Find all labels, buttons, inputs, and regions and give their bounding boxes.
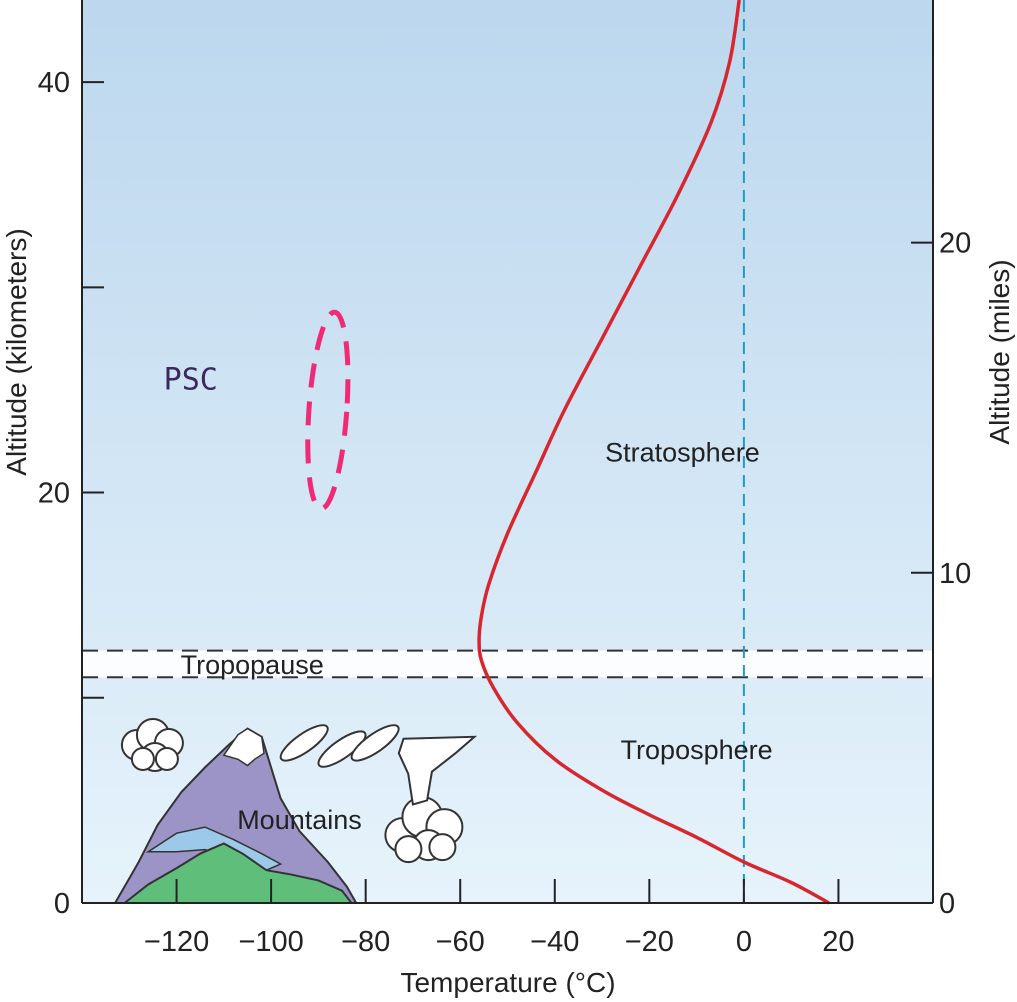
stratosphere-label: Stratosphere xyxy=(605,438,760,468)
tropopause-label: Tropopause xyxy=(181,650,324,680)
y-right-tick-label-2: 20 xyxy=(939,228,971,260)
y-left-tick-label-0: 0 xyxy=(54,888,70,920)
right-y-axis-ticks: 0 10 20 xyxy=(911,228,971,920)
y-right-tick-label-1: 10 xyxy=(939,558,971,590)
cloud-streak-1 xyxy=(317,730,367,768)
x-tick-label-7: 20 xyxy=(822,926,854,958)
x-tick-label-1: −100 xyxy=(238,926,303,958)
mountains-label: Mountains xyxy=(237,805,362,835)
cloud-streak-2 xyxy=(350,724,400,762)
cloud-left-puff-5 xyxy=(154,746,179,771)
mountain-green xyxy=(121,842,354,904)
cloud-left-puff-4 xyxy=(130,746,155,771)
tropopause-band-fill xyxy=(82,650,933,678)
psc-region-ellipse xyxy=(305,309,351,512)
right-y-axis-title: Altitude (miles) xyxy=(984,259,1015,444)
x-tick-label-0: −120 xyxy=(144,926,209,958)
x-axis-ticks: −120 −100 −80 −60 −40 −20 0 20 xyxy=(144,879,855,958)
temperature-profile-line xyxy=(477,0,830,905)
troposphere-label: Troposphere xyxy=(621,735,773,765)
y-left-tick-label-2: 20 xyxy=(38,478,70,510)
psc-label: PSC xyxy=(164,363,218,398)
x-tick-label-5: −20 xyxy=(625,926,674,958)
cloud-anvil xyxy=(397,735,478,806)
clouds-illustration xyxy=(120,717,478,864)
left-y-axis-title: Altitude (kilometers) xyxy=(1,228,32,475)
y-left-tick-label-4: 40 xyxy=(38,67,70,99)
cloud-cumulus-puff-4 xyxy=(394,835,423,864)
left-y-axis-ticks: 0 20 40 xyxy=(38,67,104,920)
mountain-snowcap xyxy=(222,727,265,767)
tropopause-band xyxy=(82,649,933,679)
cloud-cumulus xyxy=(384,796,464,864)
cloud-streak-0 xyxy=(279,724,329,762)
y-right-tick-label-0: 0 xyxy=(939,888,955,920)
cloud-left xyxy=(120,717,184,772)
cloud-cumulus-puff-5 xyxy=(428,833,457,862)
x-tick-label-3: −60 xyxy=(436,926,485,958)
axes xyxy=(81,0,934,904)
x-tick-label-2: −80 xyxy=(341,926,390,958)
annotations: Tropopause Stratosphere Troposphere Mountai… xyxy=(164,363,773,835)
x-tick-label-4: −40 xyxy=(530,926,579,958)
mountains-illustration xyxy=(113,727,358,904)
x-axis-title: Temperature (°C) xyxy=(400,967,615,998)
x-tick-label-6: 0 xyxy=(736,926,752,958)
